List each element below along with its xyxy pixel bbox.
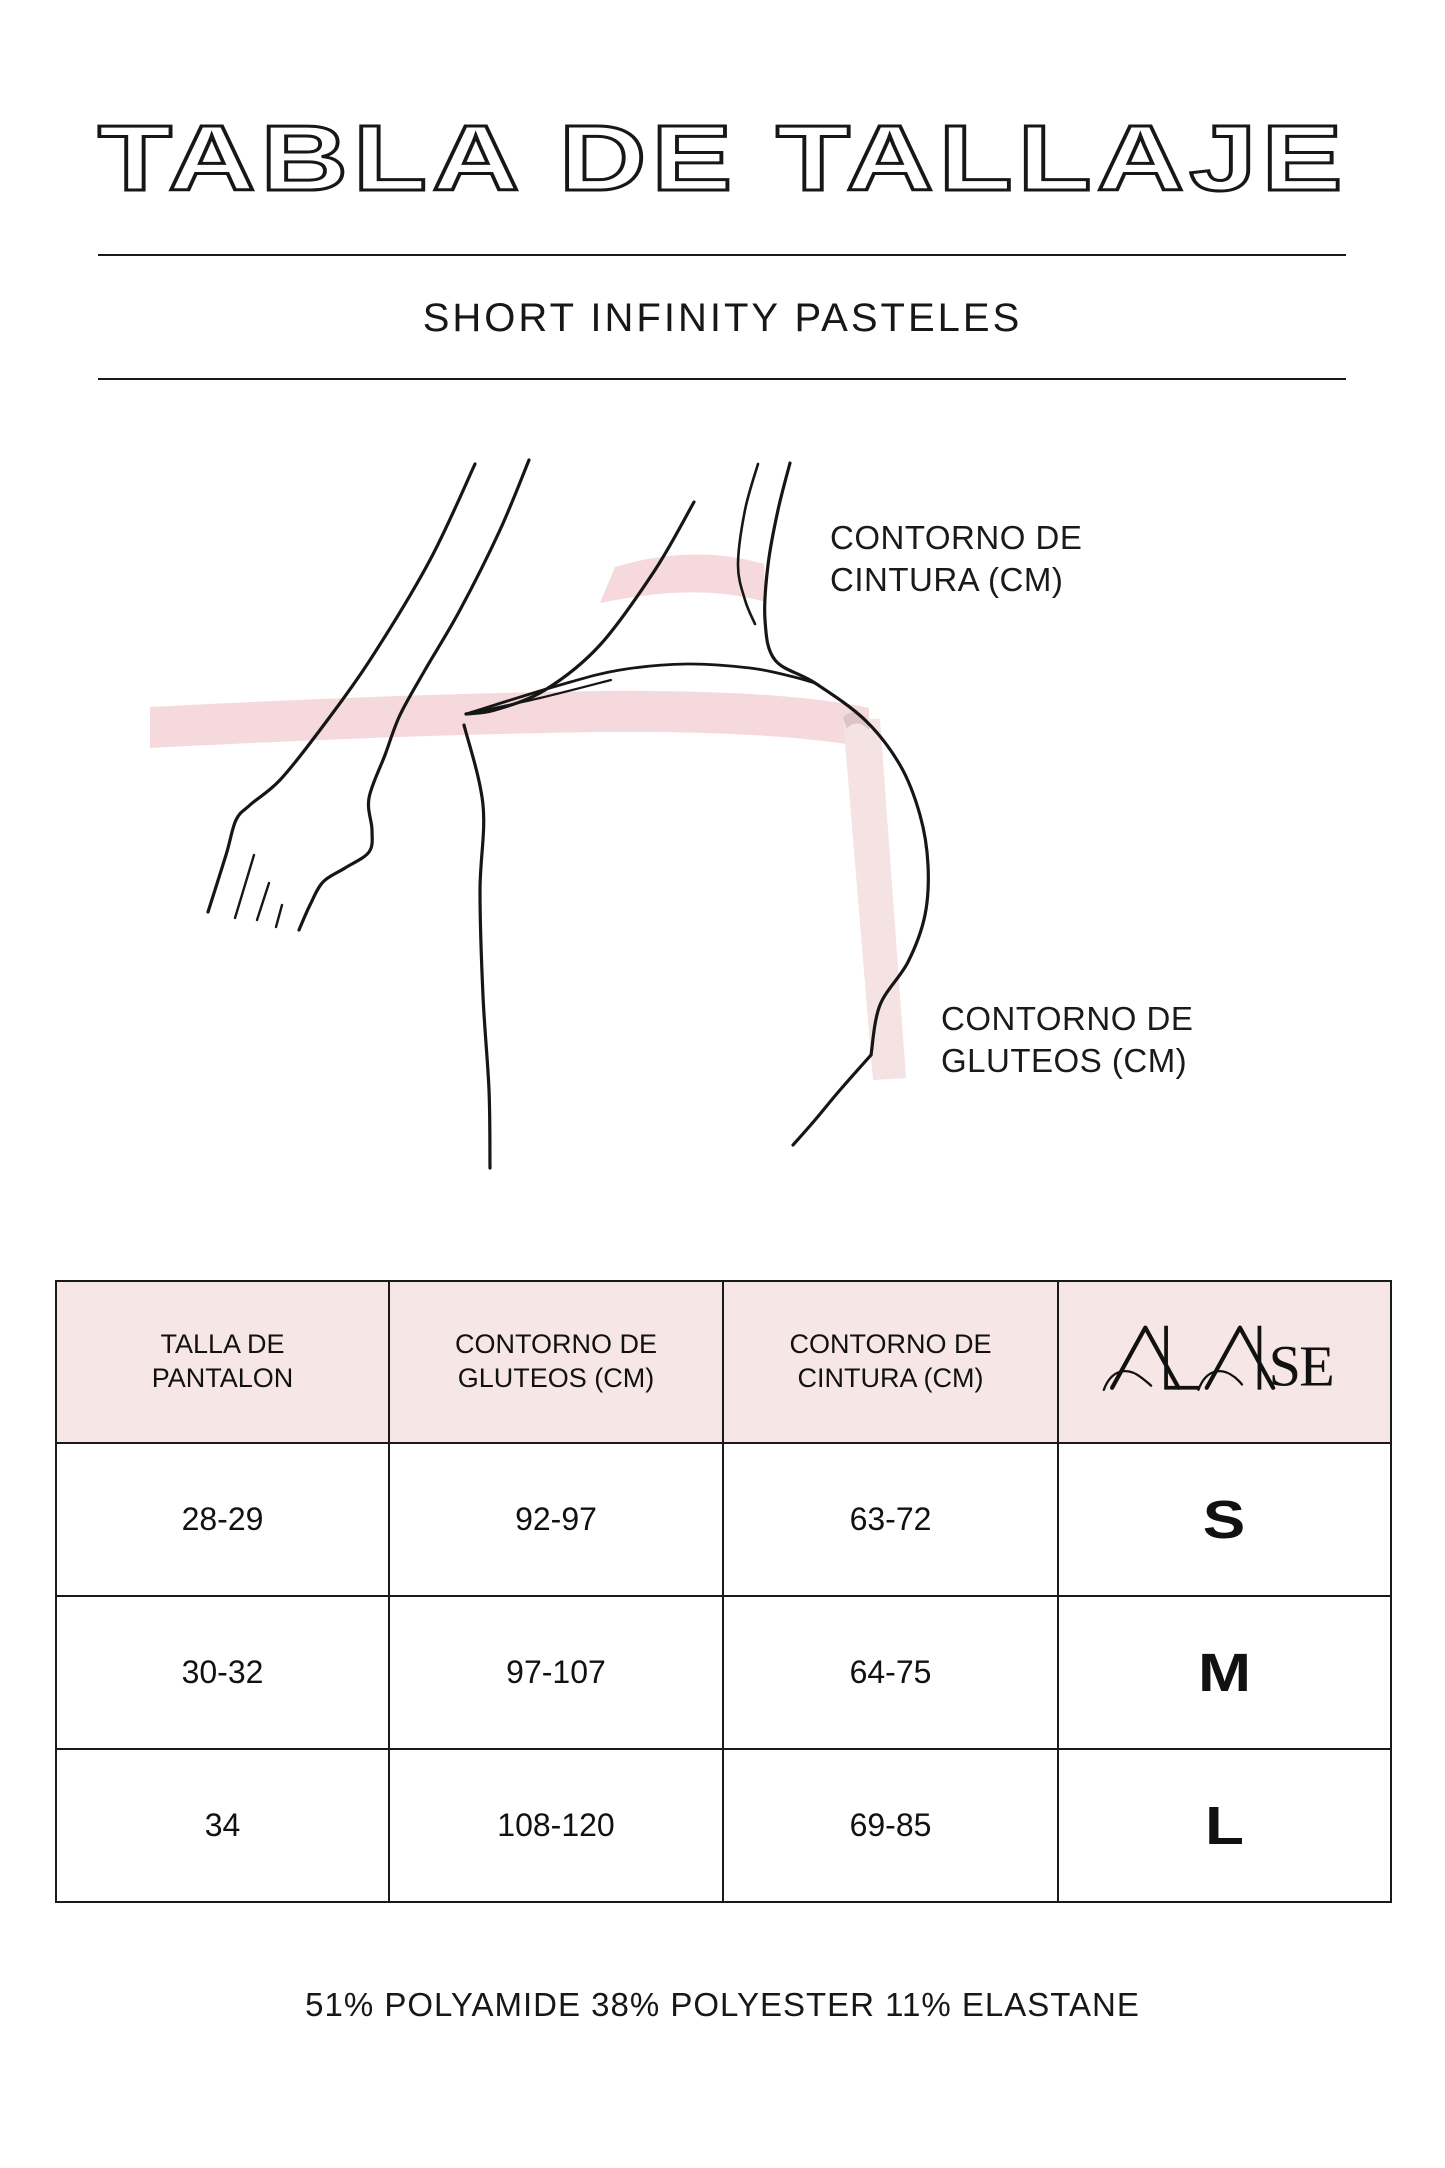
svg-text:SE: SE [1268,1334,1332,1399]
